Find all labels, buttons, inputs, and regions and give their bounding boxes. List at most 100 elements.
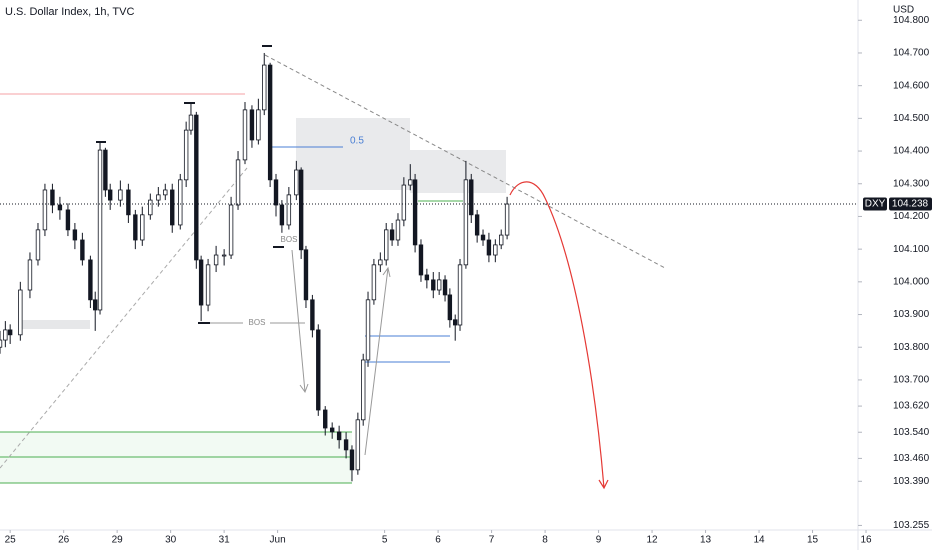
candle-body (504, 203, 510, 236)
y-tick-label: 103.390 (893, 476, 930, 487)
y-tick-label: 104.200 (893, 211, 930, 222)
candle-body (156, 194, 161, 201)
candle-body (140, 214, 145, 241)
symbol-tag (863, 197, 887, 211)
candle-body (303, 249, 309, 301)
y-tick-label: 104.400 (893, 146, 930, 157)
x-tick-label: 13 (700, 535, 712, 546)
x-tick-label: Jun (270, 535, 286, 546)
candle-body (35, 229, 41, 261)
candle-body (401, 184, 407, 221)
candle-body (88, 259, 93, 301)
x-tick-label: 8 (542, 535, 548, 546)
y-tick-label: 103.255 (893, 520, 930, 531)
candle-body (395, 219, 401, 241)
trendline (0, 167, 248, 469)
candle-body (279, 204, 285, 226)
candle-body (267, 64, 273, 181)
candle-body (418, 244, 424, 276)
candle-body (355, 419, 361, 471)
candle-body (7, 329, 13, 336)
candle-body (103, 149, 108, 191)
candle-body (447, 294, 453, 321)
y-tick-label: 104.800 (893, 15, 930, 26)
candle-body (343, 439, 349, 451)
x-tick-label: 31 (219, 535, 231, 546)
candle-body (361, 359, 366, 421)
x-tick-label: 29 (112, 535, 124, 546)
candle-body (107, 189, 113, 201)
candle-body (365, 299, 371, 361)
symbol-label: DXY (865, 199, 886, 210)
candle-body (50, 189, 55, 206)
candle-body (336, 431, 342, 441)
y-tick-label: 103.700 (893, 375, 930, 386)
x-tick-label: 26 (58, 535, 70, 546)
candle-body (126, 189, 131, 216)
candle-body (148, 199, 153, 216)
candle-body (486, 239, 492, 256)
candle-body (262, 64, 267, 111)
plot (0, 52, 510, 482)
candle-body (97, 149, 103, 311)
y-tick-label: 104.100 (893, 244, 930, 255)
candle-body (72, 229, 78, 241)
candle-body (183, 129, 189, 181)
x-tick-label: 30 (165, 535, 177, 546)
candle-body (213, 254, 219, 266)
candle-body (453, 319, 458, 326)
candle-body (499, 234, 504, 246)
candle-body (371, 264, 377, 301)
candle-body (205, 264, 211, 306)
trendline (264, 54, 666, 269)
y-tick-label: 104.000 (893, 276, 930, 287)
price-tag (889, 197, 932, 211)
candle-body (57, 204, 63, 211)
bos-label: BOS (249, 318, 266, 327)
x-tick-label: 15 (807, 535, 819, 546)
candle-body (80, 239, 85, 261)
y-tick-label: 103.900 (893, 309, 930, 320)
candle-body (0, 339, 3, 348)
candle-body (329, 427, 335, 433)
candle-body (93, 299, 98, 311)
x-tick-label: 5 (382, 535, 388, 546)
y-tick-label: 103.620 (893, 401, 930, 412)
candle-body (228, 204, 234, 256)
x-tick-label: 14 (753, 535, 765, 546)
candle-body (412, 179, 418, 246)
candle-body (323, 409, 328, 429)
y-tick-label: 104.700 (893, 48, 930, 59)
candle-body (249, 109, 255, 141)
candle-body (198, 259, 204, 306)
candle-body (457, 264, 463, 326)
y-tick-label: 104.600 (893, 80, 930, 91)
candle-body (316, 329, 321, 411)
candle-body (133, 214, 138, 241)
x-tick-label: 16 (860, 535, 872, 546)
bos-label: BOS (281, 235, 298, 244)
candle-body (493, 244, 498, 256)
candle-body (469, 179, 474, 216)
price-label: 104.238 (892, 199, 929, 210)
candle-body (242, 109, 248, 161)
candle-body (273, 179, 279, 206)
fib-label: 0.5 (350, 136, 364, 147)
x-tick-label: 12 (646, 535, 658, 546)
candle-body (431, 279, 436, 291)
candle-body (178, 179, 183, 226)
candle-body (27, 259, 33, 291)
candle-body (163, 189, 168, 196)
y-tick-label: 104.500 (893, 113, 930, 124)
projection-arrow (509, 181, 609, 490)
candle-body (18, 289, 23, 336)
y-tick-label: 103.540 (893, 427, 930, 438)
arrow (291, 249, 309, 394)
candle-body (118, 189, 123, 201)
candle-body (294, 169, 299, 196)
candle-body (349, 449, 355, 471)
candle-body (436, 279, 442, 291)
candle-body (170, 189, 175, 226)
swing-markers (96, 45, 284, 324)
candle-body (378, 259, 383, 266)
